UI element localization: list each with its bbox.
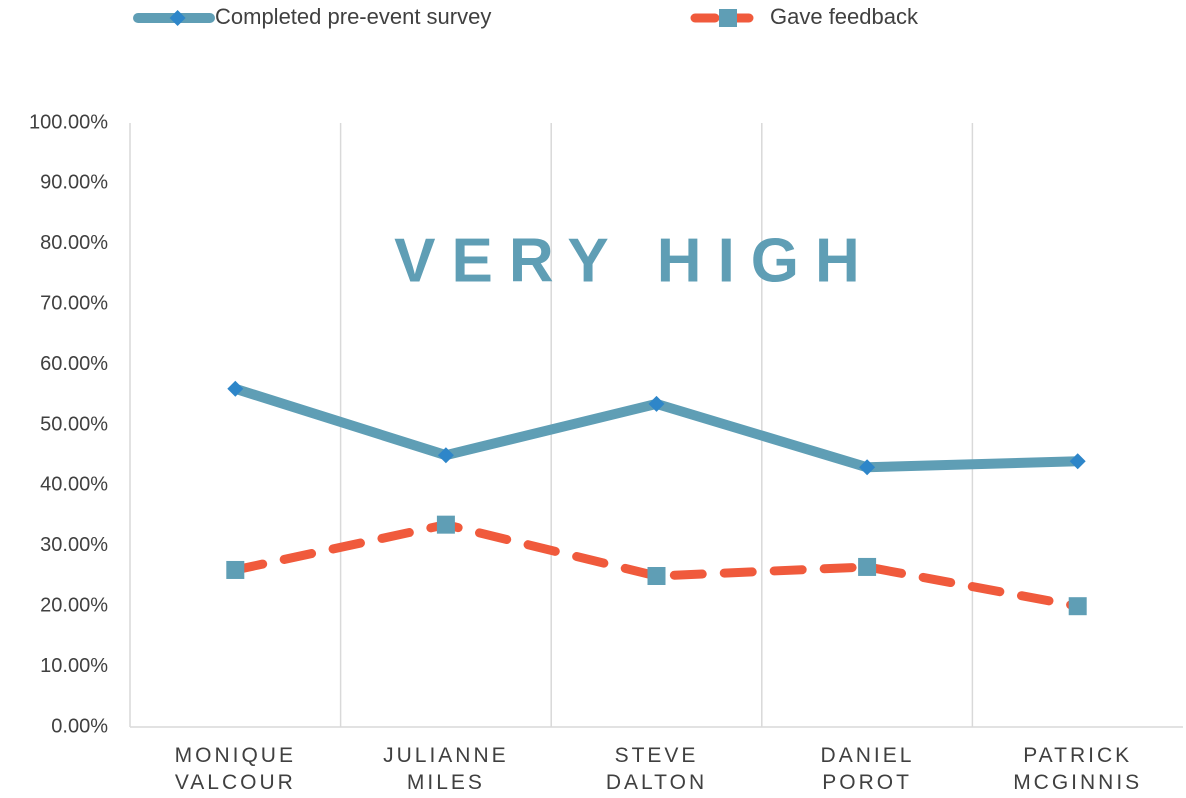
marker [648,395,665,412]
y-tick-label: 0.00% [51,715,108,737]
x-tick-label: DANIEL POROT [820,744,915,794]
y-tick-label: 30.00% [40,534,108,556]
marker [1068,597,1087,616]
x-tick-label: JULIANNE MILES [383,744,509,794]
marker [859,459,876,476]
marker [436,515,455,534]
annotation: VERY HIGH [394,226,876,295]
marker [226,560,245,579]
y-tick-label: 20.00% [40,594,108,616]
y-tick-label: 50.00% [40,413,108,435]
marker [719,9,737,27]
marker [1069,453,1086,470]
y-tick-label: 40.00% [40,474,108,496]
y-tick-label: 70.00% [40,292,108,314]
y-tick-label: 60.00% [40,353,108,375]
y-tick-label: 10.00% [40,655,108,677]
marker [227,380,244,397]
marker [858,557,877,576]
x-tick-label: PATRICK MCGINNIS [1013,744,1143,794]
marker [437,447,454,464]
marker [647,567,666,585]
legend-label: Gave feedback [770,4,919,29]
legend-label: Completed pre-event survey [215,4,491,29]
y-tick-label: 80.00% [40,232,108,254]
x-tick-label: STEVE DALTON [605,744,708,794]
x-tick-label: MONIQUE VALCOUR [174,744,296,794]
y-tick-label: 90.00% [40,172,108,194]
series-line [230,520,1083,611]
marker [169,10,186,26]
y-tick-label: 100.00% [29,111,108,133]
